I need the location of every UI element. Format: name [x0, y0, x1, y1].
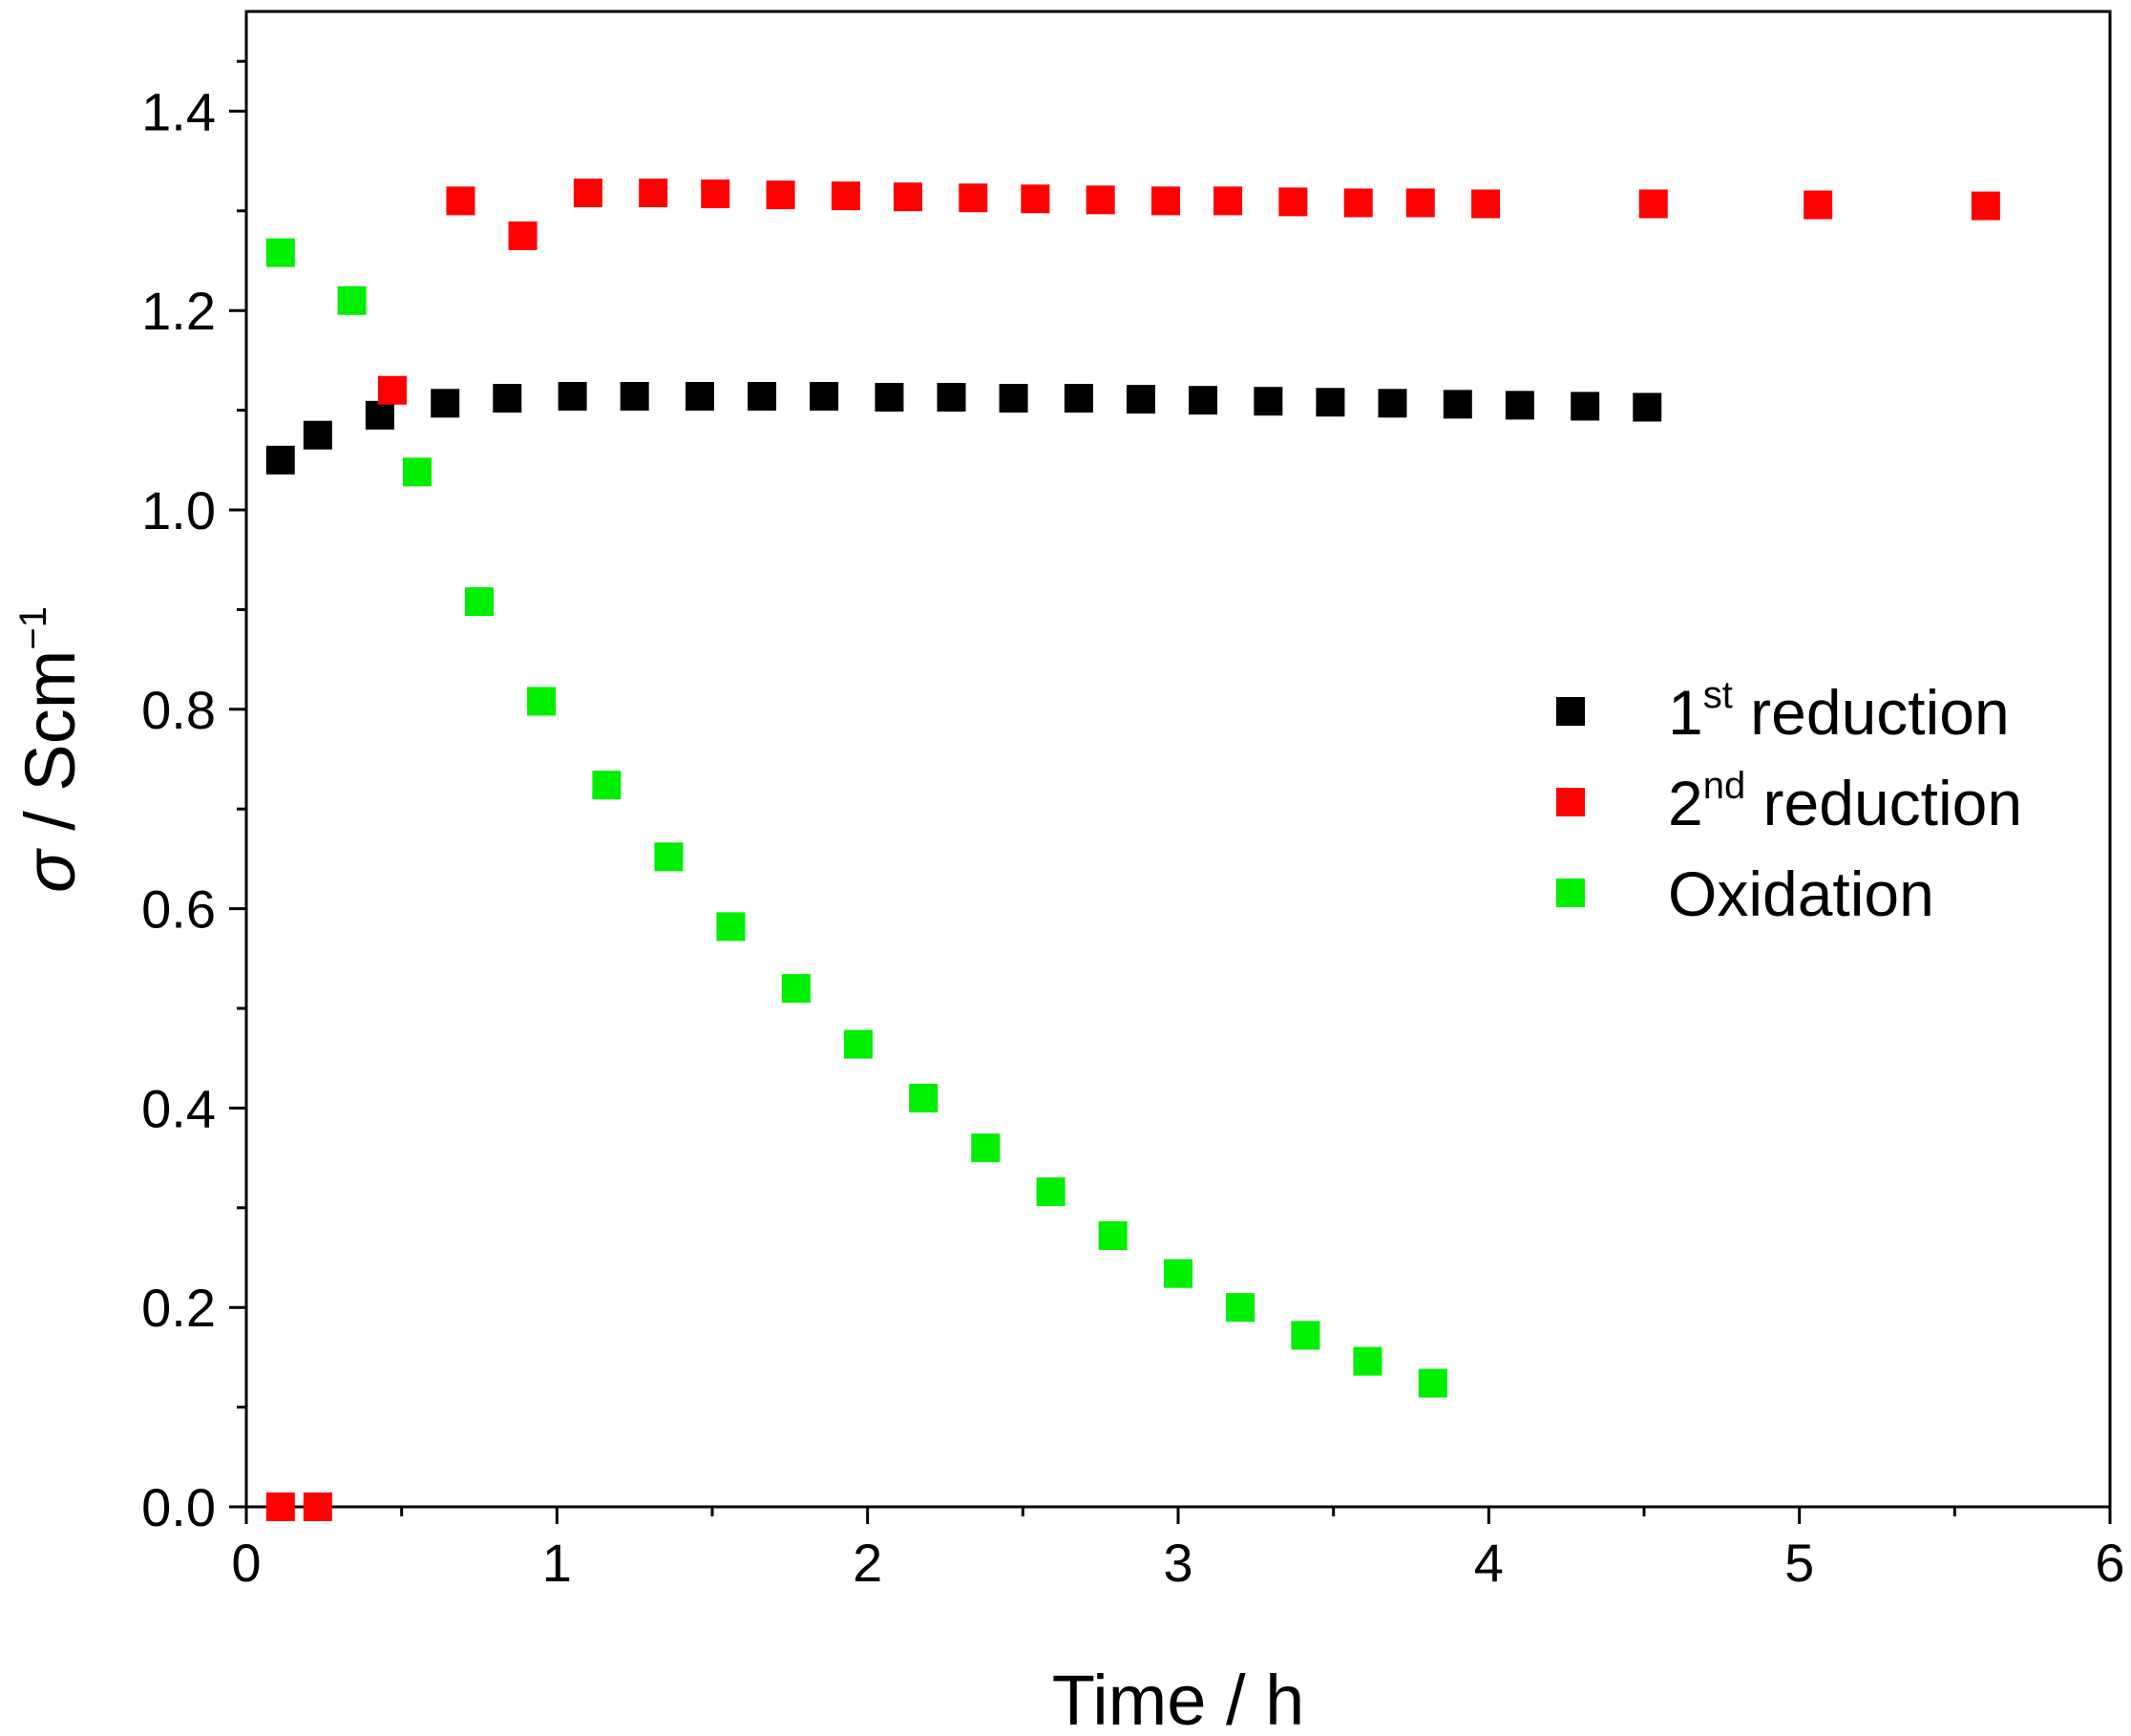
y-tick-label: 0.8: [141, 680, 216, 740]
data-point: [1804, 190, 1833, 220]
data-point: [620, 381, 649, 411]
data-point: [1291, 1321, 1320, 1350]
data-point: [810, 381, 839, 411]
x-axis-title: Time / h: [1052, 1661, 1305, 1736]
data-point: [265, 445, 295, 475]
data-point: [1189, 386, 1218, 415]
data-point: [1633, 392, 1662, 422]
data-point: [1254, 387, 1283, 416]
y-axis-title: σ / Scm−1: [11, 606, 90, 893]
legend-label: 2nd reduction: [1668, 765, 2022, 838]
data-point: [893, 182, 922, 212]
data-point: [1505, 391, 1534, 420]
y-tick-label: 1.2: [141, 281, 216, 341]
data-point: [1353, 1346, 1382, 1376]
data-point: [937, 383, 966, 413]
legend-marker: [1556, 788, 1585, 816]
data-point: [446, 186, 475, 216]
data-point: [1316, 388, 1345, 417]
legend-marker: [1556, 879, 1585, 907]
data-point: [1086, 185, 1115, 215]
data-point: [265, 1493, 295, 1521]
legend: 1st reduction 2nd reduction Oxidation: [1556, 674, 2022, 929]
data-point: [1443, 390, 1472, 419]
y-tick-label: 0.0: [141, 1477, 216, 1537]
data-point: [465, 587, 494, 617]
data-point: [1036, 1177, 1066, 1207]
data-point: [1378, 389, 1407, 418]
data-point: [1064, 384, 1093, 413]
y-tick-label: 0.4: [141, 1078, 216, 1138]
data-point: [558, 381, 587, 411]
data-point: [1418, 1368, 1447, 1398]
x-tick-label: 6: [2095, 1533, 2124, 1593]
series-2: [265, 179, 2000, 1521]
x-tick-label: 5: [1784, 1533, 1814, 1593]
data-point: [1471, 189, 1501, 219]
data-point: [999, 384, 1028, 413]
data-point: [527, 687, 557, 716]
data-point: [1126, 385, 1155, 414]
data-point: [959, 183, 988, 213]
data-point: [377, 375, 407, 405]
data-point: [654, 842, 684, 872]
data-point: [875, 383, 904, 413]
x-tick-label: 1: [542, 1533, 572, 1593]
data-point: [909, 1083, 939, 1112]
x-tick-label: 3: [1163, 1533, 1192, 1593]
data-point: [592, 771, 622, 800]
data-point: [1098, 1221, 1128, 1251]
data-point: [639, 179, 668, 208]
data-point: [1343, 188, 1373, 218]
data-series: [265, 179, 2000, 1521]
data-point: [337, 286, 367, 315]
y-axis-symbol: σ: [11, 848, 90, 893]
data-point: [265, 238, 295, 267]
series-3: [265, 238, 1447, 1398]
data-point: [1164, 1259, 1192, 1288]
y-tick-label: 0.2: [141, 1278, 216, 1338]
legend-label: 1st reduction: [1668, 674, 2010, 748]
data-point: [1278, 187, 1308, 217]
data-point: [1021, 184, 1050, 214]
data-point: [1571, 392, 1600, 421]
y-tick-label: 1.4: [141, 81, 216, 141]
data-point: [365, 400, 394, 430]
legend-label: Oxidation: [1668, 858, 1934, 929]
data-point: [1213, 186, 1243, 216]
data-point: [1638, 189, 1668, 219]
y-axis-unit: / Scm: [11, 650, 90, 851]
data-point: [748, 381, 777, 411]
y-tick-label: 0.6: [141, 879, 216, 940]
data-point: [402, 457, 432, 487]
data-point: [685, 381, 714, 411]
data-point: [303, 420, 332, 450]
data-point: [1971, 191, 2000, 221]
data-point: [831, 181, 860, 211]
data-point: [1150, 186, 1180, 216]
data-point: [431, 389, 460, 418]
data-point: [1405, 188, 1435, 218]
data-point: [303, 1493, 332, 1521]
data-point: [766, 180, 795, 210]
x-tick-label: 0: [231, 1533, 261, 1593]
data-point: [1226, 1293, 1255, 1323]
axis-ticks: 0 1 2 3 4 5 6 0.0 0.2 0.4 0.6 0.8 1.0 1.2 1.4: [141, 59, 2125, 1593]
data-point: [573, 179, 602, 208]
data-point: [508, 221, 538, 250]
y-tick-label: 1.0: [141, 480, 216, 540]
y-axis-exponent: −1: [12, 606, 54, 650]
series-1: [265, 381, 1662, 475]
data-point: [781, 974, 811, 1004]
x-tick-label: 2: [853, 1533, 882, 1593]
data-point: [843, 1029, 873, 1059]
x-tick-label: 4: [1474, 1533, 1504, 1593]
data-point: [701, 180, 730, 209]
data-point: [493, 384, 522, 413]
legend-marker: [1556, 697, 1585, 726]
data-point: [971, 1133, 1001, 1163]
data-point: [716, 912, 746, 942]
